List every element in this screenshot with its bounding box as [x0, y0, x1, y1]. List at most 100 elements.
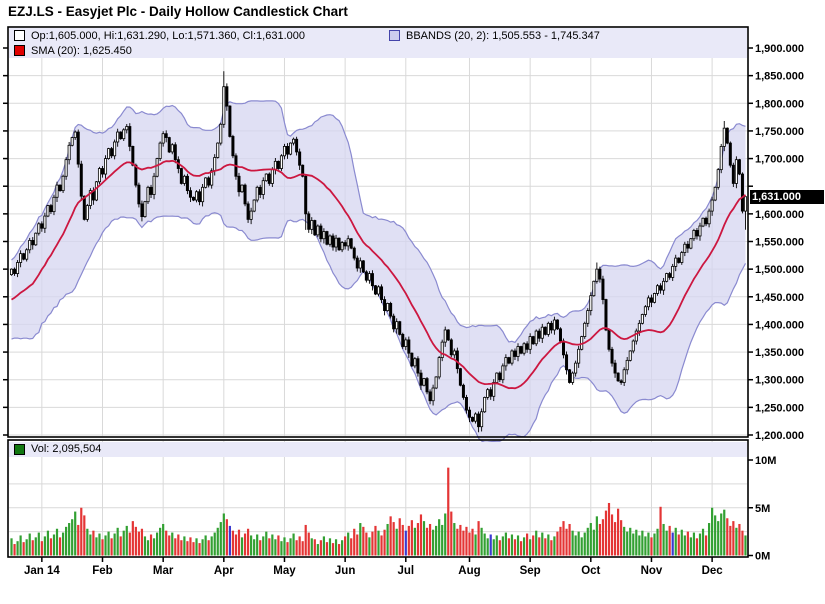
candle-body: [104, 158, 108, 175]
volume-bar: [714, 515, 717, 556]
volume-legend-item: Vol: 2,095,504: [9, 443, 101, 455]
candle-body: [568, 369, 572, 383]
candle-body: [480, 411, 484, 428]
volume-bar: [544, 538, 547, 556]
candle-body: [316, 225, 320, 236]
volume-bar: [392, 522, 395, 556]
volume-bar: [701, 528, 705, 556]
candle-body: [304, 175, 308, 215]
candle-body: [313, 220, 317, 236]
candle-body: [477, 413, 481, 428]
volume-bar: [341, 540, 344, 556]
volume-bar: [368, 537, 371, 556]
candle-body: [458, 368, 462, 386]
volume-bar: [19, 535, 22, 556]
candle-body: [743, 196, 747, 212]
price-axis-label: 1,300.000: [755, 375, 804, 387]
volume-bar: [468, 532, 471, 556]
volume-bar: [250, 535, 253, 556]
candle-body: [413, 358, 417, 367]
volume-bar: [13, 544, 16, 556]
volume-bar: [128, 532, 131, 556]
candle-body: [701, 217, 705, 227]
candle-body: [279, 155, 283, 169]
month-label: Dec: [702, 565, 724, 577]
volume-bar: [262, 536, 265, 556]
volume-axis-label: 5M: [755, 503, 770, 515]
volume-bar: [425, 527, 429, 556]
volume-bar: [562, 521, 565, 556]
candle-body: [255, 186, 259, 201]
volume-legend-label: Vol: 2,095,504: [31, 443, 102, 455]
candle-body: [361, 260, 365, 273]
candle-body: [455, 350, 459, 370]
volume-bar: [617, 508, 620, 556]
volume-bar: [704, 535, 708, 556]
volume-bar: [313, 539, 316, 556]
volume-bar: [465, 526, 468, 556]
volume-bar: [620, 520, 623, 556]
candle-body: [116, 131, 120, 143]
price-axis-label: 1,550.000: [755, 237, 804, 249]
volume-bar: [480, 527, 483, 556]
candle-body: [195, 191, 199, 201]
volume-bar: [104, 535, 107, 556]
candle-body: [643, 306, 647, 315]
candle-body: [501, 365, 505, 381]
volume-bar: [495, 535, 498, 556]
volume-bar: [483, 533, 486, 556]
volume-bar: [629, 527, 632, 556]
candle-body: [577, 348, 581, 364]
candle-body: [219, 123, 223, 144]
candle-body: [349, 238, 353, 249]
volume-bar: [61, 532, 65, 556]
candle-body: [616, 372, 620, 382]
candle-body: [46, 205, 50, 217]
volume-bar: [462, 530, 465, 556]
candle-body: [143, 201, 147, 218]
candle-body: [404, 339, 408, 347]
volume-bar: [395, 528, 398, 556]
candle-body: [282, 146, 286, 157]
volume-swatch-icon: [14, 443, 25, 455]
candle-body: [246, 203, 250, 220]
candle-body: [507, 357, 511, 364]
volume-bar: [116, 527, 119, 556]
volume-bar: [519, 541, 523, 556]
candle-body: [182, 175, 186, 184]
candle-body: [674, 257, 678, 267]
volume-bar: [732, 521, 735, 556]
candle-body: [198, 191, 202, 203]
volume-bar: [347, 532, 350, 556]
candle-body: [410, 352, 414, 367]
candle-body: [64, 159, 68, 177]
volume-bar: [146, 540, 150, 556]
candle-body: [425, 378, 429, 393]
candle-body: [204, 177, 208, 188]
volume-bar: [137, 531, 140, 556]
volume-bar: [580, 537, 583, 556]
candle-body: [689, 238, 693, 249]
candle-body: [340, 242, 344, 251]
volume-bar: [204, 535, 207, 556]
volume-bar: [207, 540, 210, 556]
candle-body: [716, 169, 720, 188]
candle-body: [589, 295, 593, 312]
volume-bar: [738, 523, 741, 556]
volume-bar: [92, 530, 95, 556]
candle-body: [637, 322, 641, 332]
volume-bar: [240, 537, 244, 556]
volume-bar: [492, 539, 495, 556]
candle-body: [704, 217, 708, 225]
volume-bar: [95, 537, 98, 556]
month-label: Apr: [214, 565, 234, 577]
volume-bar: [40, 541, 43, 556]
candle-body: [707, 210, 711, 225]
candle-body: [601, 278, 605, 300]
volume-bar: [301, 541, 304, 556]
volume-bar: [295, 540, 298, 556]
candle-body: [70, 137, 74, 146]
candle-body: [222, 86, 226, 125]
last-price-tag: 1,631.000: [750, 190, 824, 204]
volume-bar: [607, 502, 611, 556]
